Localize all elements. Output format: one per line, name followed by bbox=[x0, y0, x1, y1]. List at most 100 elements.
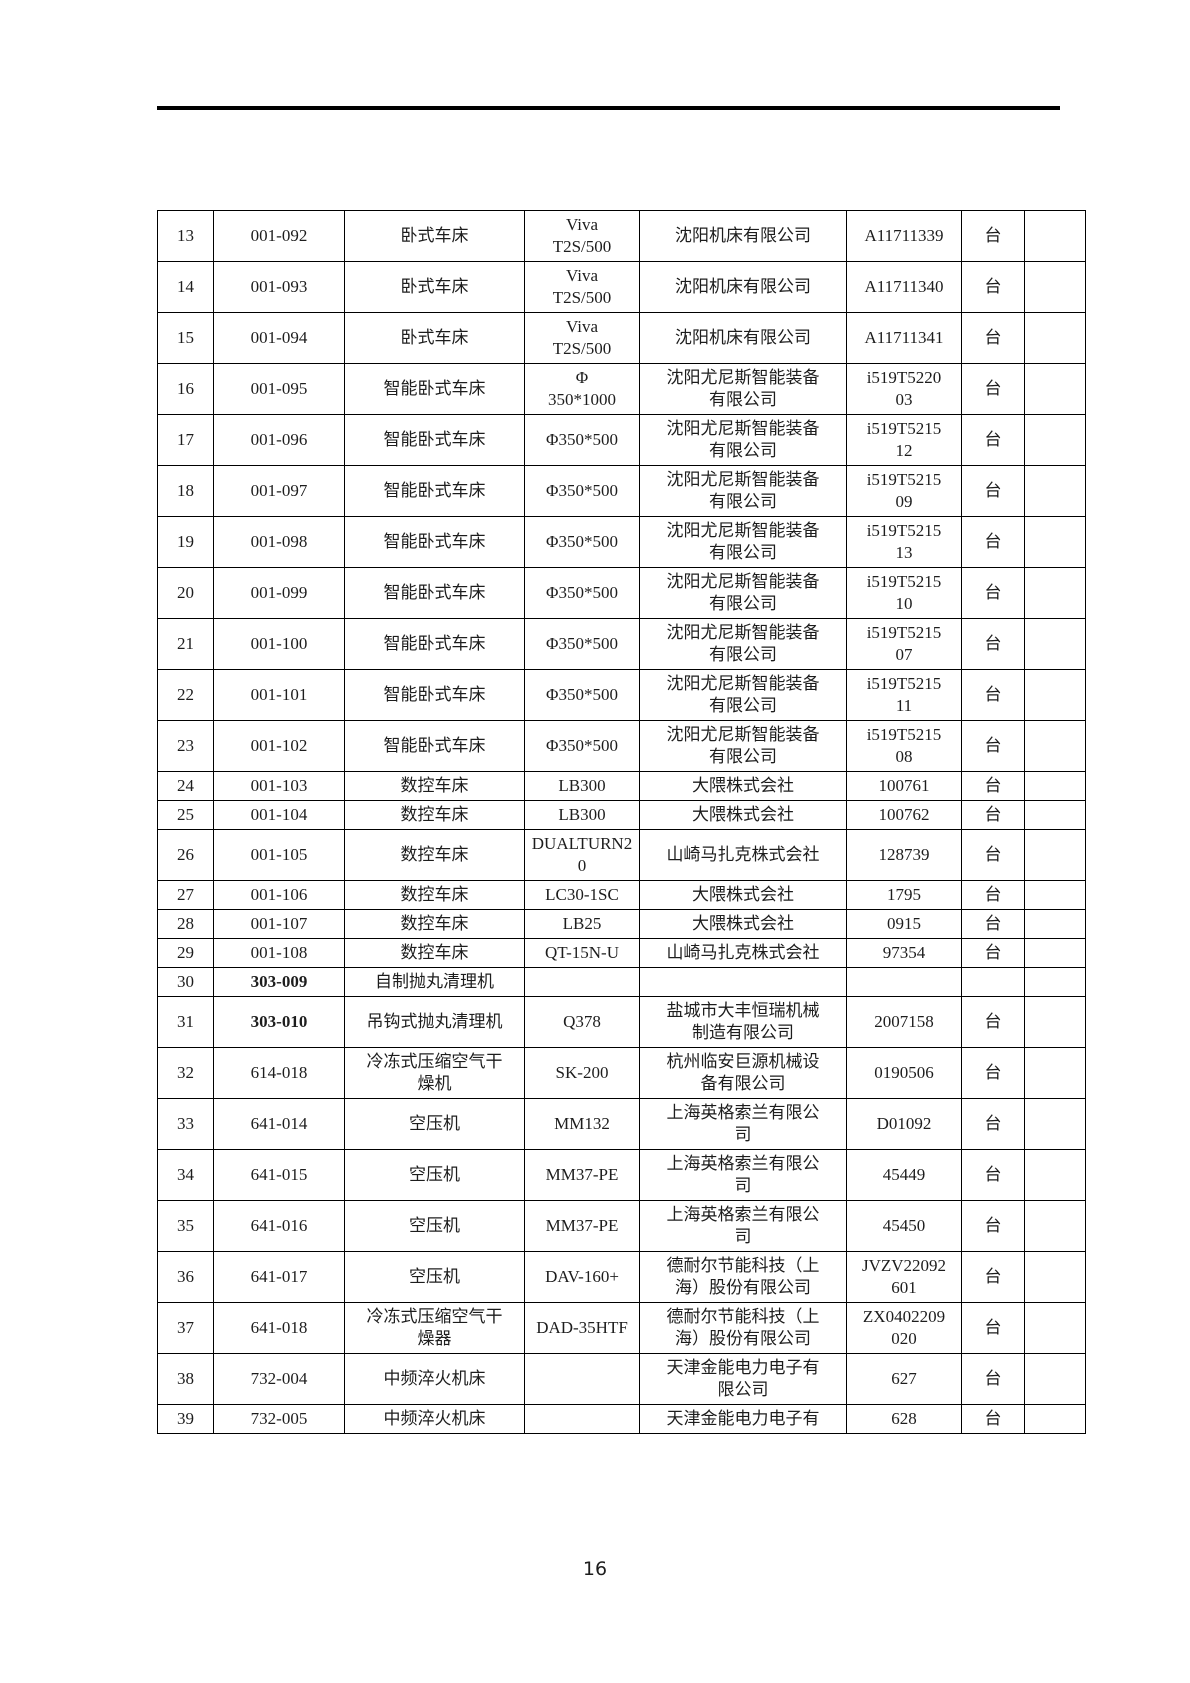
model-cell: Viva T2S/500 bbox=[524, 261, 640, 313]
unit-cell: 台 bbox=[961, 312, 1025, 364]
equipment-name-cell: 智能卧式车床 bbox=[344, 669, 525, 721]
equipment-name-cell: 空压机 bbox=[344, 1149, 525, 1201]
extra-cell bbox=[1024, 1251, 1086, 1303]
unit-cell: 台 bbox=[961, 516, 1025, 568]
row-index-cell: 27 bbox=[157, 880, 214, 910]
model-cell: Q378 bbox=[524, 996, 640, 1048]
table-row: 22 001-101 智能卧式车床 Φ350*500 沈阳尤尼斯智能装备 有限公司 i51… bbox=[157, 669, 1086, 721]
model-cell: Φ 350*1000 bbox=[524, 363, 640, 415]
model-cell: Φ350*500 bbox=[524, 465, 640, 517]
equipment-name-cell: 数控车床 bbox=[344, 938, 525, 968]
extra-cell bbox=[1024, 996, 1086, 1048]
table-row: 19 001-098 智能卧式车床 Φ350*500 沈阳尤尼斯智能装备 有限公司 i51… bbox=[157, 516, 1086, 568]
unit-cell: 台 bbox=[961, 771, 1025, 801]
model-cell: LB25 bbox=[524, 909, 640, 939]
extra-cell bbox=[1024, 414, 1086, 466]
row-index-cell: 39 bbox=[157, 1404, 214, 1434]
manufacturer-cell: 天津金能电力电子有 限公司 bbox=[639, 1353, 847, 1405]
asset-code-cell: 001-097 bbox=[213, 465, 345, 517]
asset-code-cell: 001-092 bbox=[213, 210, 345, 262]
equipment-name-cell: 冷冻式压缩空气干 燥器 bbox=[344, 1302, 525, 1354]
asset-code-cell: 001-105 bbox=[213, 829, 345, 881]
asset-code-cell: 001-095 bbox=[213, 363, 345, 415]
row-index-cell: 29 bbox=[157, 938, 214, 968]
asset-code-cell: 001-107 bbox=[213, 909, 345, 939]
table-row: 32 614-018 冷冻式压缩空气干 燥机 SK-200 杭州临安巨源机械设 备有限公… bbox=[157, 1047, 1086, 1099]
row-index-cell: 25 bbox=[157, 800, 214, 830]
asset-code-cell: 001-094 bbox=[213, 312, 345, 364]
asset-code-cell: 641-015 bbox=[213, 1149, 345, 1201]
equipment-name-cell: 冷冻式压缩空气干 燥机 bbox=[344, 1047, 525, 1099]
manufacturer-cell: 沈阳尤尼斯智能装备 有限公司 bbox=[639, 414, 847, 466]
equipment-name-cell: 中频淬火机床 bbox=[344, 1353, 525, 1405]
asset-code-cell: 001-106 bbox=[213, 880, 345, 910]
equipment-name-cell: 智能卧式车床 bbox=[344, 567, 525, 619]
extra-cell bbox=[1024, 516, 1086, 568]
asset-code-cell: 641-016 bbox=[213, 1200, 345, 1252]
asset-code-cell: 732-004 bbox=[213, 1353, 345, 1405]
manufacturer-cell: 沈阳尤尼斯智能装备 有限公司 bbox=[639, 363, 847, 415]
row-index-cell: 22 bbox=[157, 669, 214, 721]
extra-cell bbox=[1024, 909, 1086, 939]
table-row: 26 001-105 数控车床 DUALTURN2 0 山崎马扎克株式会社 128739 台 bbox=[157, 829, 1086, 881]
extra-cell bbox=[1024, 1200, 1086, 1252]
table-row: 16 001-095 智能卧式车床 Φ 350*1000 沈阳尤尼斯智能装备 有限公司 i… bbox=[157, 363, 1086, 415]
asset-code-cell: 001-093 bbox=[213, 261, 345, 313]
manufacturer-cell: 沈阳机床有限公司 bbox=[639, 312, 847, 364]
row-index-cell: 17 bbox=[157, 414, 214, 466]
header-rule bbox=[157, 106, 1060, 110]
extra-cell bbox=[1024, 261, 1086, 313]
table-row: 14 001-093 卧式车床 Viva T2S/500 沈阳机床有限公司 A117113… bbox=[157, 261, 1086, 313]
table-row: 36 641-017 空压机 DAV-160+ 德耐尔节能科技（上 海）股份有限公司 JV… bbox=[157, 1251, 1086, 1303]
manufacturer-cell: 德耐尔节能科技（上 海）股份有限公司 bbox=[639, 1251, 847, 1303]
row-index-cell: 36 bbox=[157, 1251, 214, 1303]
serial-number-cell: 628 bbox=[846, 1404, 962, 1434]
manufacturer-cell: 山崎马扎克株式会社 bbox=[639, 829, 847, 881]
asset-code-cell: 641-018 bbox=[213, 1302, 345, 1354]
asset-code-cell: 001-102 bbox=[213, 720, 345, 772]
row-index-cell: 21 bbox=[157, 618, 214, 670]
extra-cell bbox=[1024, 1404, 1086, 1434]
manufacturer-cell: 沈阳机床有限公司 bbox=[639, 261, 847, 313]
asset-code-cell: 001-108 bbox=[213, 938, 345, 968]
manufacturer-cell bbox=[639, 967, 847, 997]
serial-number-cell: A11711339 bbox=[846, 210, 962, 262]
asset-code-cell: 732-005 bbox=[213, 1404, 345, 1434]
equipment-name-cell: 智能卧式车床 bbox=[344, 618, 525, 670]
table-row: 29 001-108 数控车床 QT-15N-U 山崎马扎克株式会社 97354 台 bbox=[157, 938, 1086, 968]
model-cell: MM37-PE bbox=[524, 1200, 640, 1252]
table-row: 18 001-097 智能卧式车床 Φ350*500 沈阳尤尼斯智能装备 有限公司 i51… bbox=[157, 465, 1086, 517]
manufacturer-cell: 上海英格索兰有限公 司 bbox=[639, 1098, 847, 1150]
unit-cell: 台 bbox=[961, 1047, 1025, 1099]
table-row: 17 001-096 智能卧式车床 Φ350*500 沈阳尤尼斯智能装备 有限公司 i51… bbox=[157, 414, 1086, 466]
unit-cell: 台 bbox=[961, 800, 1025, 830]
unit-cell: 台 bbox=[961, 1353, 1025, 1405]
serial-number-cell: D01092 bbox=[846, 1098, 962, 1150]
extra-cell bbox=[1024, 210, 1086, 262]
asset-code-cell: 001-099 bbox=[213, 567, 345, 619]
row-index-cell: 24 bbox=[157, 771, 214, 801]
row-index-cell: 34 bbox=[157, 1149, 214, 1201]
manufacturer-cell: 大隈株式会社 bbox=[639, 800, 847, 830]
model-cell: LB300 bbox=[524, 771, 640, 801]
equipment-table-body: 13 001-092 卧式车床 Viva T2S/500 沈阳机床有限公司 A117113… bbox=[157, 210, 1086, 1434]
equipment-name-cell: 卧式车床 bbox=[344, 312, 525, 364]
unit-cell: 台 bbox=[961, 669, 1025, 721]
table-row: 28 001-107 数控车床 LB25 大隈株式会社 0915 台 bbox=[157, 909, 1086, 939]
model-cell bbox=[524, 967, 640, 997]
row-index-cell: 28 bbox=[157, 909, 214, 939]
extra-cell bbox=[1024, 1302, 1086, 1354]
serial-number-cell: 0915 bbox=[846, 909, 962, 939]
unit-cell: 台 bbox=[961, 210, 1025, 262]
extra-cell bbox=[1024, 880, 1086, 910]
extra-cell bbox=[1024, 938, 1086, 968]
serial-number-cell: i519T5215 11 bbox=[846, 669, 962, 721]
asset-code-cell: 641-017 bbox=[213, 1251, 345, 1303]
row-index-cell: 37 bbox=[157, 1302, 214, 1354]
serial-number-cell: 2007158 bbox=[846, 996, 962, 1048]
row-index-cell: 38 bbox=[157, 1353, 214, 1405]
serial-number-cell: 1795 bbox=[846, 880, 962, 910]
serial-number-cell: 627 bbox=[846, 1353, 962, 1405]
extra-cell bbox=[1024, 1149, 1086, 1201]
